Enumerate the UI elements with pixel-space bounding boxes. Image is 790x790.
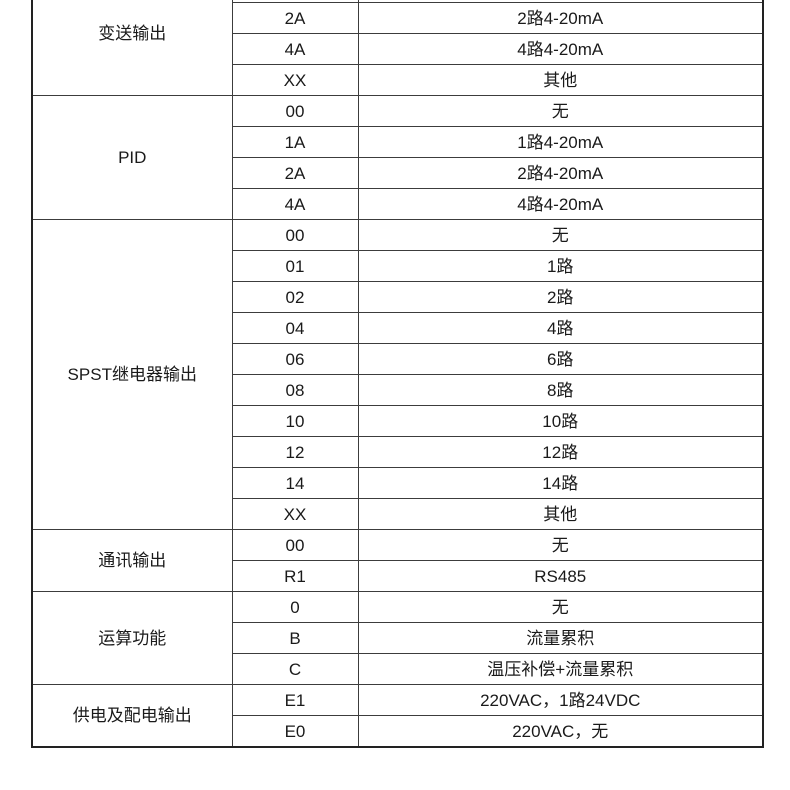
option-code-cell: E1 <box>231 684 359 716</box>
option-description-cell: 6路 <box>357 343 764 375</box>
option-code-cell: 2A <box>231 2 359 34</box>
option-description-cell: 220VAC，无 <box>357 715 764 748</box>
table-row: B 流量累积 <box>32 622 764 654</box>
specification-table: 变送输出1A1路4-20mA2A2路4-20mA4A4路4-20mAXX其他PI… <box>31 0 764 748</box>
table-row: 01 1路 <box>32 250 764 282</box>
option-description-cell: 无 <box>357 591 764 623</box>
option-description-cell: 12路 <box>357 436 764 468</box>
table-row: 通讯输出 00 无 <box>31 529 764 592</box>
option-code-cell: 04 <box>231 312 359 344</box>
option-code-cell: 10 <box>231 405 359 437</box>
table-row: SPST继电器输出 00 无 <box>31 219 764 530</box>
group-label-cell: 通讯输出 <box>31 529 233 592</box>
option-code-cell: 06 <box>231 343 359 375</box>
option-description-cell: 8路 <box>357 374 764 406</box>
group-label-cell: SPST继电器输出 <box>31 219 233 530</box>
option-code-cell: 4A <box>231 188 359 220</box>
table-row: 变送输出1A1路4-20mA <box>31 0 764 96</box>
option-code-cell: 12 <box>231 436 359 468</box>
table-row: 2A 2路4-20mA <box>32 2 764 34</box>
option-description-cell: 无 <box>357 529 764 561</box>
table-row: 供电及配电输出 E1 220VAC，1路24VDC <box>31 684 764 748</box>
option-code-cell: 0 <box>231 591 359 623</box>
option-description-cell: 10路 <box>357 405 764 437</box>
option-description-cell: 2路4-20mA <box>357 157 764 189</box>
table-row: XX 其他 <box>32 498 764 530</box>
option-description-cell: 温压补偿+流量累积 <box>357 653 764 685</box>
option-description-cell: 其他 <box>357 64 764 96</box>
table-row: E0 220VAC，无 <box>32 715 764 748</box>
option-description-cell: 流量累积 <box>357 622 764 654</box>
table-row: 14 14路 <box>32 467 764 499</box>
option-description-cell: 其他 <box>357 498 764 530</box>
table-row: R1 RS485 <box>32 560 764 592</box>
option-code-cell: E0 <box>231 715 359 748</box>
table-row: 4A 4路4-20mA <box>32 188 764 220</box>
option-description-cell: 2路 <box>357 281 764 313</box>
table-row: 1A 1路4-20mA <box>32 126 764 158</box>
group-label-cell: 运算功能 <box>31 591 233 685</box>
option-description-cell: 1路4-20mA <box>357 126 764 158</box>
option-description-cell: 无 <box>357 219 764 251</box>
option-description-cell: 220VAC，1路24VDC <box>357 684 764 716</box>
option-description-cell: 1路 <box>357 250 764 282</box>
option-code-cell: 1A <box>231 126 359 158</box>
specification-table-body: 变送输出1A1路4-20mA2A2路4-20mA4A4路4-20mAXX其他PI… <box>31 0 764 748</box>
option-code-cell: XX <box>231 498 359 530</box>
option-code-cell: 14 <box>231 467 359 499</box>
option-code-cell: 2A <box>231 157 359 189</box>
option-code-cell: 01 <box>231 250 359 282</box>
option-description-cell: 4路4-20mA <box>357 33 764 65</box>
specification-table-container: 变送输出1A1路4-20mA2A2路4-20mA4A4路4-20mAXX其他PI… <box>31 0 764 748</box>
option-code-cell: R1 <box>231 560 359 592</box>
table-row: 运算功能 0 无 <box>31 591 764 685</box>
option-code-cell: C <box>231 653 359 685</box>
option-code-cell: XX <box>231 64 359 96</box>
table-row: 02 2路 <box>32 281 764 313</box>
table-row: 2A 2路4-20mA <box>32 157 764 189</box>
option-code-cell: 00 <box>231 529 359 561</box>
option-code-cell: 00 <box>231 219 359 251</box>
table-row: C 温压补偿+流量累积 <box>32 653 764 685</box>
option-code-cell: 4A <box>231 33 359 65</box>
table-row: 4A 4路4-20mA <box>32 33 764 65</box>
option-description-cell: 14路 <box>357 467 764 499</box>
option-code-cell: 08 <box>231 374 359 406</box>
group-label-cell: 供电及配电输出 <box>31 684 233 748</box>
option-code-cell: 00 <box>231 95 359 127</box>
option-description-cell: 无 <box>357 95 764 127</box>
option-description-cell: 2路4-20mA <box>357 2 764 34</box>
table-row: PID 00 无 <box>31 95 764 220</box>
group-label-cell: PID <box>31 95 233 220</box>
option-description-cell: RS485 <box>357 560 764 592</box>
option-description-cell: 4路4-20mA <box>357 188 764 220</box>
option-code-cell: 02 <box>231 281 359 313</box>
table-row: 04 4路 <box>32 312 764 344</box>
option-description-cell: 4路 <box>357 312 764 344</box>
option-code-cell: B <box>231 622 359 654</box>
group-label-cell: 变送输出 <box>31 0 233 96</box>
table-row: 12 12路 <box>32 436 764 468</box>
